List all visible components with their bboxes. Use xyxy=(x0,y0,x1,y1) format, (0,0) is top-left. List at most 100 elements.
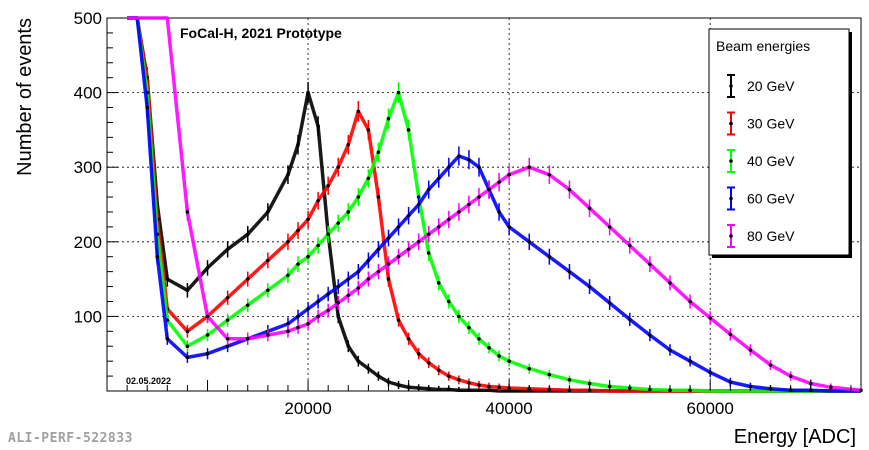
data-point-0-15 xyxy=(336,314,341,319)
data-point-4-25 xyxy=(436,225,441,229)
legend-marker-dot-2 xyxy=(729,159,733,163)
data-point-2-24 xyxy=(426,251,431,255)
data-point-0-17 xyxy=(356,359,361,363)
data-point-4-9 xyxy=(266,333,270,337)
legend-label-4: 80 GeV xyxy=(747,228,795,244)
data-point-2-36 xyxy=(587,381,592,386)
y-tick-label-4: 500 xyxy=(74,9,102,28)
data-point-2-20 xyxy=(386,116,391,121)
data-point-1-18 xyxy=(366,128,371,132)
data-point-1-13 xyxy=(316,198,320,203)
y-tick-label-2: 300 xyxy=(74,158,102,177)
data-point-2-6 xyxy=(205,333,210,337)
data-point-1-29 xyxy=(477,383,481,387)
data-point-4-30 xyxy=(487,187,491,192)
series-line-2 xyxy=(127,16,861,393)
data-point-3-17 xyxy=(356,269,361,274)
data-point-2-7 xyxy=(225,318,230,322)
data-point-4-42 xyxy=(708,316,712,320)
data-point-1-24 xyxy=(426,360,431,365)
data-point-3-16 xyxy=(346,277,351,281)
tick-labels: 20000 40000 60000 100 200 300 400 500 xyxy=(74,9,734,418)
data-point-3-27 xyxy=(457,154,461,158)
legend-box xyxy=(708,28,850,256)
data-point-1-31 xyxy=(497,385,501,390)
data-point-2-22 xyxy=(406,128,411,132)
data-point-3-22 xyxy=(406,213,411,218)
data-point-3-21 xyxy=(396,225,401,229)
data-point-2-27 xyxy=(457,314,461,319)
data-point-2-9 xyxy=(266,288,270,293)
data-point-0-29 xyxy=(477,388,481,393)
data-point-3-7 xyxy=(225,344,230,349)
data-point-0-13 xyxy=(316,124,320,128)
data-point-2-29 xyxy=(477,336,481,341)
data-point-4-44 xyxy=(748,348,753,352)
data-point-4-29 xyxy=(477,195,481,199)
data-point-3-10 xyxy=(286,322,290,326)
data-point-1-28 xyxy=(467,380,471,385)
data-point-2-8 xyxy=(245,303,250,308)
data-point-2-32 xyxy=(507,359,511,363)
data-point-3-26 xyxy=(447,165,451,169)
data-point-3-12 xyxy=(306,307,310,311)
data-point-4-10 xyxy=(286,329,290,334)
legend-shadow-bottom xyxy=(712,255,852,258)
data-point-0-9 xyxy=(266,210,270,214)
data-point-2-15 xyxy=(336,221,341,225)
data-point-3-15 xyxy=(336,284,341,289)
data-point-3-41 xyxy=(688,359,692,363)
data-point-0-6 xyxy=(205,266,210,270)
legend-marker-dot-0 xyxy=(729,84,733,88)
legend-marker-dot-3 xyxy=(729,196,733,201)
data-point-2-10 xyxy=(286,273,290,278)
data-point-0-25 xyxy=(436,387,441,392)
data-point-4-17 xyxy=(356,286,361,290)
reference-label: ALI-PERF-522833 xyxy=(8,431,133,446)
legend-label-3: 60 GeV xyxy=(747,191,795,207)
data-point-4-34 xyxy=(547,172,552,177)
data-point-3-42 xyxy=(708,370,712,375)
data-point-4-49 xyxy=(859,388,863,393)
data-point-0-27 xyxy=(457,388,461,393)
data-point-3-39 xyxy=(648,333,652,337)
data-point-2-33 xyxy=(527,366,532,371)
data-point-3-6 xyxy=(205,351,210,356)
data-point-4-23 xyxy=(416,240,421,244)
data-point-4-8 xyxy=(245,336,250,341)
data-point-1-15 xyxy=(336,165,341,169)
data-point-4-41 xyxy=(688,299,692,304)
data-point-3-33 xyxy=(527,240,532,244)
date-label: 02.05.2022 xyxy=(126,376,171,386)
data-point-2-17 xyxy=(356,195,361,199)
data-point-3-29 xyxy=(477,165,481,169)
data-point-4-15 xyxy=(336,301,341,305)
data-point-1-26 xyxy=(447,374,451,378)
axis-ticks xyxy=(106,17,852,392)
data-point-4-36 xyxy=(587,206,592,211)
x-tick-label-1: 40000 xyxy=(485,399,532,418)
data-point-2-19 xyxy=(376,150,381,155)
data-point-1-7 xyxy=(225,295,230,300)
legend-label-1: 30 GeV xyxy=(747,116,795,132)
data-point-3-19 xyxy=(376,247,381,252)
data-point-4-37 xyxy=(607,225,612,229)
data-point-3-13 xyxy=(316,299,320,304)
data-point-4-19 xyxy=(376,269,381,274)
data-point-2-13 xyxy=(316,243,320,248)
data-point-1-12 xyxy=(306,217,310,222)
data-point-4-24 xyxy=(426,232,431,237)
data-point-4-12 xyxy=(306,322,310,326)
data-point-4-28 xyxy=(467,202,471,207)
data-point-1-21 xyxy=(396,318,401,322)
data-point-2-21 xyxy=(396,90,401,95)
data-point-3-38 xyxy=(627,317,632,322)
data-point-4-11 xyxy=(296,325,300,330)
data-point-3-40 xyxy=(668,348,672,352)
y-axis-title: Number of events xyxy=(14,18,36,176)
data-point-1-9 xyxy=(266,258,270,263)
data-point-2-11 xyxy=(296,262,300,266)
data-point-3-36 xyxy=(587,284,592,289)
data-point-0-16 xyxy=(346,344,351,349)
data-point-3-32 xyxy=(507,225,511,229)
